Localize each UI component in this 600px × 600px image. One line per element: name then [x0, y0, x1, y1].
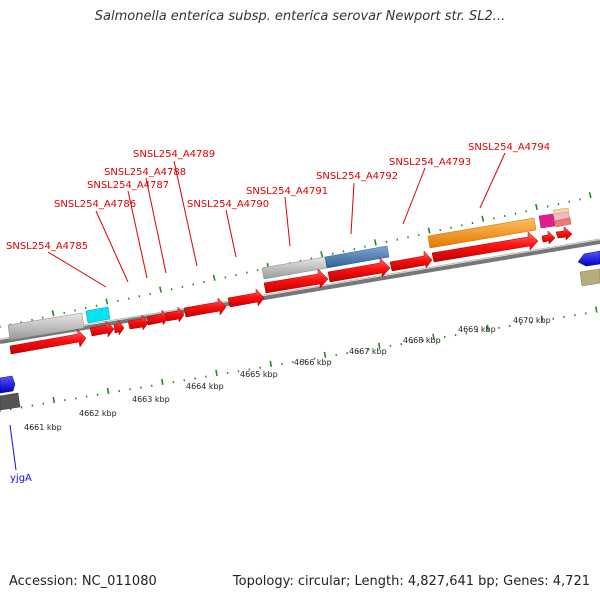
kbp-label: 4666 kbp [294, 358, 332, 367]
grey-feature-left[interactable] [7, 312, 85, 341]
gene-label-a4786[interactable]: SNSL254_A4786 [54, 199, 136, 210]
major-tick [594, 306, 598, 313]
major-tick [269, 360, 273, 367]
magenta-feature[interactable] [538, 213, 556, 229]
major-tick [159, 286, 162, 293]
gene-label-yjgA[interactable]: yjgA [10, 473, 32, 484]
major-tick [373, 239, 377, 246]
kbp-label: 4665 kbp [240, 370, 278, 379]
kbp-label: 4670 kbp [513, 316, 551, 325]
olive-feature-right[interactable] [579, 268, 600, 287]
kbp-label: 4668 kbp [403, 336, 441, 345]
blue-feature-right[interactable] [577, 250, 600, 267]
gene-arrow-3[interactable] [113, 319, 125, 336]
lower-tick-scale [0, 306, 598, 412]
major-tick [320, 251, 324, 258]
major-tick [106, 387, 110, 395]
kbp-label: 4667 kbp [349, 347, 387, 356]
major-tick [51, 310, 55, 317]
gene-arrow-4[interactable] [127, 314, 149, 331]
kbp-labels: 4661 kbp 4662 kbp 4663 kbp 4664 kbp 4665… [24, 316, 551, 432]
major-tick [427, 227, 431, 234]
gene-arrow-7[interactable] [183, 297, 227, 318]
gene-arrow-11[interactable] [389, 250, 433, 272]
gene-arrows [9, 226, 573, 355]
major-tick [105, 298, 109, 305]
gene-arrow-8[interactable] [227, 288, 265, 308]
major-tick [535, 203, 538, 210]
gene-label-a4787[interactable]: SNSL254_A4787 [87, 180, 169, 191]
gene-arrow-2[interactable] [89, 320, 115, 338]
cyan-feature[interactable] [85, 306, 111, 324]
salmon-feature[interactable] [554, 217, 572, 228]
gene-arrow-6[interactable] [165, 306, 185, 323]
major-tick [52, 396, 56, 404]
gene-arrow-13[interactable] [541, 230, 556, 245]
label-leaders [47, 152, 506, 288]
gene-label-a4794[interactable]: SNSL254_A4794 [468, 142, 550, 153]
kbp-label: 4662 kbp [79, 409, 117, 418]
gene-arrow-1[interactable] [9, 328, 87, 355]
genome-backbone [0, 240, 600, 344]
major-tick [486, 324, 490, 331]
backbone-highlight [0, 238, 600, 340]
tan-feature[interactable] [552, 207, 570, 215]
gene-arrow-9[interactable] [263, 268, 329, 294]
major-tick [323, 351, 327, 358]
gene-label-a4791[interactable]: SNSL254_A4791 [246, 186, 328, 197]
kbp-label: 4661 kbp [24, 423, 62, 432]
gene-label-a4788[interactable]: SNSL254_A4788 [104, 167, 186, 178]
gene-arrow-14[interactable] [555, 226, 573, 241]
gene-arrow-5[interactable] [146, 309, 169, 326]
kbp-label: 4669 kbp [458, 325, 496, 334]
gene-label-a4790[interactable]: SNSL254_A4790 [187, 199, 269, 210]
gene-arrow-10[interactable] [327, 257, 391, 283]
kbp-label: 4664 kbp [186, 382, 224, 391]
yjgA-leader [9, 424, 17, 471]
upper-tick-scale [0, 191, 592, 328]
major-tick [212, 274, 216, 281]
major-tick [432, 333, 435, 340]
steelblue-feature[interactable] [324, 245, 390, 269]
kbp-label: 4663 kbp [132, 395, 170, 404]
accession-text: Accession: NC_011080 [9, 574, 157, 589]
gene-label-a4785[interactable]: SNSL254_A4785 [6, 241, 88, 252]
gene-label-a4789[interactable]: SNSL254_A4789 [133, 149, 215, 160]
orange-feature[interactable] [427, 217, 537, 249]
major-tick [481, 215, 485, 222]
gene-arrow-12[interactable] [431, 231, 539, 263]
blue-feature-left[interactable] [0, 375, 16, 394]
topology-text: Topology: circular; Length: 4,827,641 bp… [232, 574, 590, 589]
gene-label-a4792[interactable]: SNSL254_A4792 [316, 171, 398, 182]
dark-feature-left[interactable] [0, 392, 21, 411]
map-title: Salmonella enterica subsp. enterica sero… [94, 9, 506, 24]
major-tick [215, 369, 218, 376]
major-tick [160, 378, 164, 386]
major-tick [588, 191, 592, 199]
major-tick [540, 315, 544, 322]
gene-label-a4793[interactable]: SNSL254_A4793 [389, 157, 471, 168]
major-tick [377, 342, 381, 349]
